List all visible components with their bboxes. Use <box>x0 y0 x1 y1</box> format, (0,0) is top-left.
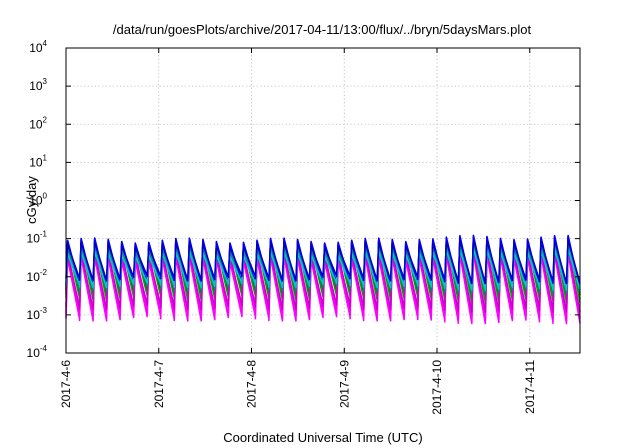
y-tick-label: 102 <box>29 115 47 131</box>
y-tick-label: 100 <box>29 192 47 208</box>
x-tick-label: 2017-4-8 <box>245 360 259 408</box>
y-tick-label: 10-1 <box>27 230 48 246</box>
series-group <box>65 234 581 325</box>
chart-title: /data/run/goesPlots/archive/2017-04-11/1… <box>113 22 532 37</box>
y-tick-label: 103 <box>29 77 47 93</box>
x-tick-label: 2017-4-11 <box>523 360 537 414</box>
x-tick-label: 2017-4-7 <box>152 360 166 408</box>
x-tick-label: 2017-4-9 <box>337 360 351 408</box>
x-axis: 2017-4-6 2017-4-7 2017-4-8 2017-4-9 2017-4-1… <box>59 48 537 415</box>
x-tick-label: 2017-4-6 <box>59 360 73 408</box>
x-tick-label: 2017-4-10 <box>430 360 444 415</box>
y-axis: 10-4 10-3 10-2 10-1 100 101 102 103 104 <box>27 39 580 360</box>
y-tick-label: 104 <box>29 39 47 55</box>
series-line-10 <box>65 238 581 285</box>
x-axis-label: Coordinated Universal Time (UTC) <box>223 430 422 445</box>
y-tick-label: 101 <box>29 153 47 169</box>
y-tick-label: 10-2 <box>27 268 48 284</box>
y-tick-label: 10-3 <box>27 306 48 322</box>
y-axis-label: cGy/day <box>24 176 39 224</box>
y-tick-label: 10-4 <box>27 344 48 360</box>
